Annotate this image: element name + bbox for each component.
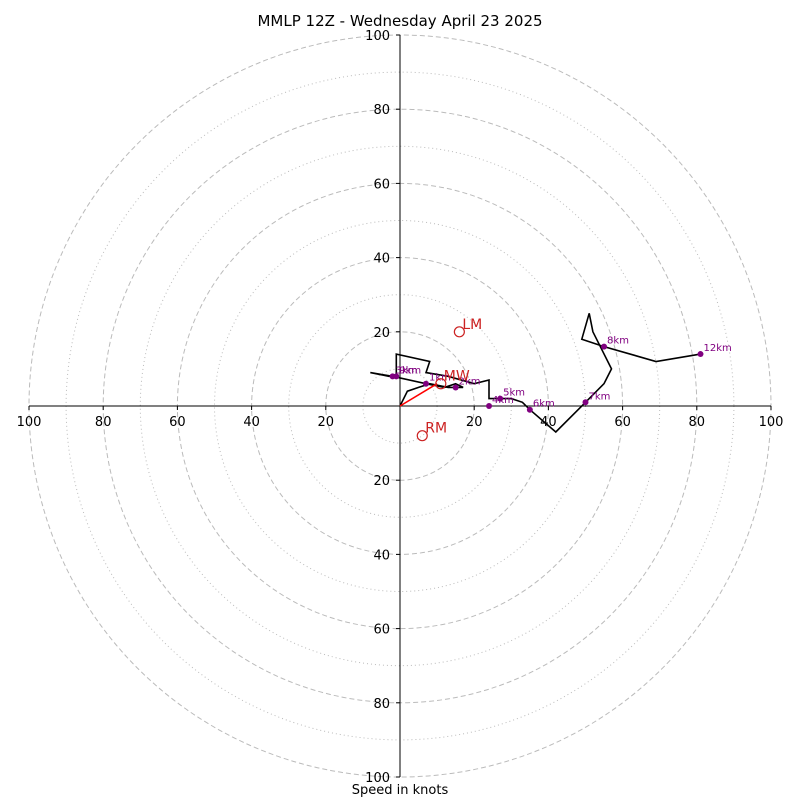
tick-label: 20 [373, 326, 390, 341]
tick-label: 100 [759, 415, 784, 430]
height-label: 6km [533, 399, 555, 410]
tick-label: 40 [373, 252, 390, 267]
tick-label: 80 [95, 415, 112, 430]
height-label: 3km [396, 365, 418, 376]
storm-motion-label: RM [425, 421, 447, 437]
tick-label: 60 [169, 415, 186, 430]
tick-label: 80 [373, 697, 390, 712]
tick-label: 20 [466, 415, 483, 430]
tick-label: 60 [373, 623, 390, 638]
height-label: 2km [459, 376, 481, 387]
tick-labels: 20 20 20 20 40 40 40 40 60 60 60 60 80 80 80 80 100 100 10… [17, 29, 784, 786]
tick-label: 60 [614, 415, 631, 430]
height-label: 9km [399, 365, 421, 376]
height-label: 12km [704, 343, 732, 354]
chart-title: MMLP 12Z - Wednesday April 23 2025 [257, 12, 543, 30]
tick-label: 40 [243, 415, 260, 430]
mean-wind-line-group [399, 383, 438, 407]
height-point [422, 380, 429, 387]
tick-label: 20 [373, 474, 390, 489]
height-point [393, 373, 400, 380]
tick-label: 40 [373, 548, 390, 563]
tick-label: 100 [17, 415, 42, 430]
height-label: 4km [492, 395, 514, 406]
x-axis-label: Speed in knots [351, 783, 449, 798]
height-point [601, 343, 608, 350]
tick-label: 100 [365, 771, 390, 786]
mean-wind-line [399, 383, 438, 407]
height-point [452, 384, 459, 391]
tick-label: 40 [540, 415, 557, 430]
height-point [582, 399, 589, 406]
height-label: 7km [589, 391, 611, 402]
tick-label: 20 [318, 415, 335, 430]
height-point [486, 403, 493, 409]
height-label: 5km [503, 388, 525, 399]
storm-motion-marker [416, 430, 428, 442]
tick-label: 60 [373, 177, 390, 192]
hodograph-trace [370, 313, 701, 434]
tick-label: 80 [689, 415, 706, 430]
tick-label: 100 [365, 29, 390, 44]
storm-motions: LM MW RM [416, 317, 482, 442]
storm-motion-label: MW [444, 369, 470, 385]
storm-motion-marker [435, 378, 447, 390]
tick-label: 80 [373, 103, 390, 118]
height-label: 8km [607, 336, 629, 347]
height-point [697, 351, 704, 358]
hodograph-trace-group [370, 313, 701, 434]
storm-motion-marker [453, 326, 465, 338]
height-point [526, 406, 533, 413]
height-point [497, 395, 504, 402]
storm-motion-label: LM [462, 317, 482, 333]
